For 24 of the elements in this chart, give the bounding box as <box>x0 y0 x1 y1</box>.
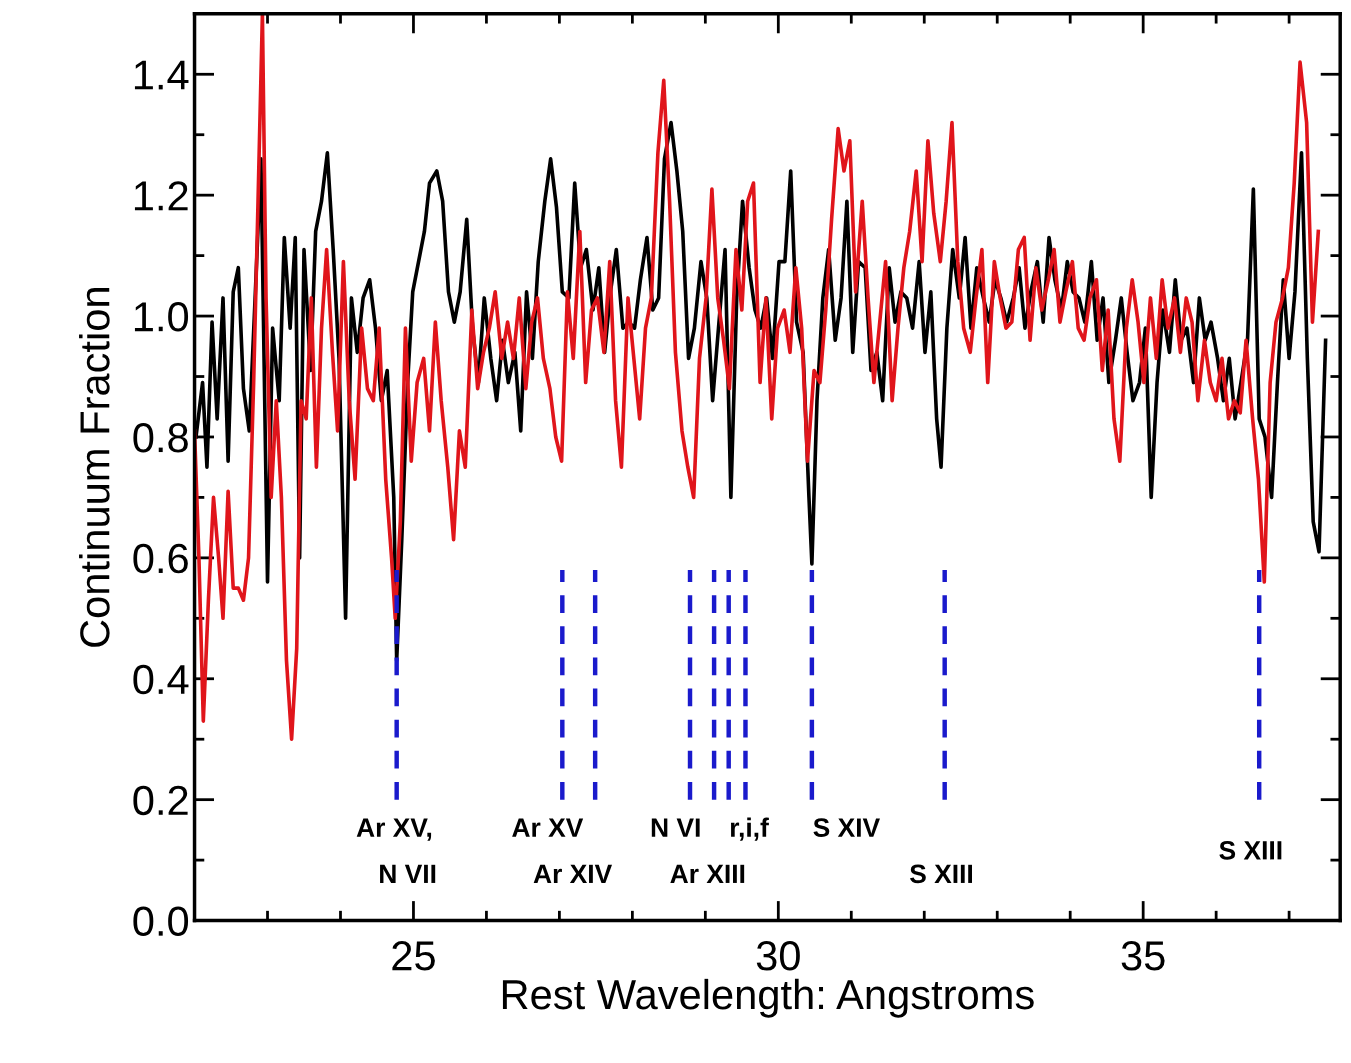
y-tick-label: 1.0 <box>134 302 189 332</box>
x-tick-label: 30 <box>756 941 800 971</box>
annotation: S XIV <box>813 818 880 837</box>
y-tick-label: 1.4 <box>134 60 189 90</box>
x-axis-title: Rest Wavelength: Angstroms <box>502 978 1034 1018</box>
line-series <box>194 13 1321 742</box>
annotation: N VI <box>651 818 700 837</box>
annotation: Ar XV, <box>356 818 432 841</box>
annotation: S XIII <box>1219 840 1282 860</box>
annotation: Ar XIII <box>670 864 745 883</box>
annotation: S XIII <box>910 864 973 884</box>
annotation: Ar XIV <box>533 864 613 883</box>
annotation: Ar XV <box>512 818 584 837</box>
y-tick-label: 0.8 <box>133 422 188 453</box>
y-tick-label: 1.2 <box>134 181 188 211</box>
x-tick-label: 35 <box>1121 941 1165 971</box>
x-tick-label: 25 <box>392 941 435 971</box>
y-tick-label: 0.0 <box>133 906 189 937</box>
annotation: N VII <box>380 864 436 883</box>
y-tick-label: 0.4 <box>133 664 189 695</box>
y-tick-label: 0.6 <box>133 543 188 574</box>
y-tick-label: 0.2 <box>133 785 188 816</box>
annotation: r,i,f <box>730 817 769 841</box>
y-axis-title: Continuum Fraction <box>79 288 110 647</box>
